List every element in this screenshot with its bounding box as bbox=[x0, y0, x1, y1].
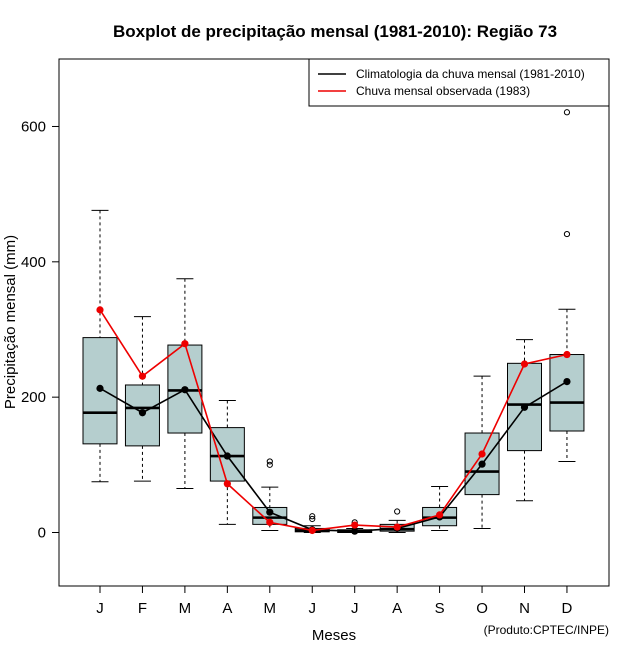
x-tick-label: M bbox=[264, 600, 277, 617]
legend-box bbox=[308, 58, 610, 107]
series-point bbox=[520, 360, 529, 368]
legend-label-climatology: Climatologia da chuva mensal (1981-2010) bbox=[356, 67, 585, 81]
x-tick-label: S bbox=[435, 600, 445, 617]
box-1 bbox=[82, 209, 118, 483]
series-point bbox=[478, 460, 486, 468]
x-tick-label: M bbox=[179, 600, 192, 617]
series-observed bbox=[96, 306, 571, 535]
series-point bbox=[181, 340, 189, 348]
series-point bbox=[563, 350, 571, 359]
box-2 bbox=[124, 316, 160, 482]
outlier-point bbox=[266, 458, 273, 465]
x-tick-label: J bbox=[351, 600, 359, 617]
series-point bbox=[181, 386, 189, 394]
series-point bbox=[351, 521, 359, 529]
outlier-point bbox=[563, 109, 571, 116]
series-point bbox=[223, 452, 231, 460]
x-tick-label: F bbox=[138, 600, 147, 617]
series-point bbox=[138, 409, 147, 417]
box-5 bbox=[252, 458, 288, 531]
series-line bbox=[99, 309, 568, 532]
caption: (Produto:CPTEC/INPE) bbox=[484, 623, 609, 637]
series-point bbox=[266, 508, 274, 516]
x-tick-label: O bbox=[476, 600, 488, 617]
outlier-point bbox=[309, 515, 316, 523]
series-point bbox=[393, 523, 401, 531]
x-tick-label: D bbox=[562, 600, 573, 617]
boxes-layer bbox=[82, 109, 585, 534]
outlier-point bbox=[563, 230, 571, 238]
outlier-point bbox=[266, 461, 273, 468]
y-tick-label: 400 bbox=[21, 254, 46, 271]
x-tick-label: A bbox=[392, 600, 402, 617]
series-point bbox=[96, 306, 104, 314]
y-tick-label: 200 bbox=[21, 389, 46, 406]
legend: Climatologia da chuva mensal (1981-2010)… bbox=[308, 58, 610, 107]
x-axis-label: Meses bbox=[312, 627, 356, 644]
series-point bbox=[308, 526, 316, 535]
series-line bbox=[99, 380, 568, 532]
series-point bbox=[138, 372, 147, 380]
box-iqr bbox=[549, 354, 585, 432]
x-tick-label: N bbox=[519, 600, 530, 617]
x-tick-label: A bbox=[222, 600, 232, 617]
legend-label-observed: Chuva mensal observada (1983) bbox=[356, 84, 530, 98]
outlier-point bbox=[394, 508, 401, 515]
plot-frame bbox=[58, 58, 610, 587]
outlier-point bbox=[309, 513, 316, 520]
x-tick-label: J bbox=[96, 600, 104, 617]
x-tick-label: J bbox=[309, 600, 317, 617]
y-tick-label: 600 bbox=[21, 118, 46, 135]
series-lines-layer bbox=[96, 306, 571, 535]
series-point bbox=[520, 403, 529, 411]
series-point bbox=[563, 377, 571, 386]
box-4 bbox=[209, 400, 245, 525]
series-point bbox=[266, 518, 274, 526]
series-point bbox=[96, 384, 104, 392]
box-9 bbox=[422, 485, 458, 531]
series-point bbox=[436, 511, 444, 519]
y-axis: 0 200 400 600 bbox=[21, 118, 60, 542]
y-tick-label: 0 bbox=[38, 525, 46, 542]
series-point bbox=[478, 450, 486, 458]
chart-title: Boxplot de precipitação mensal (1981-201… bbox=[113, 22, 557, 41]
y-axis-label: Precipitação mensal (mm) bbox=[2, 235, 19, 409]
series-point bbox=[351, 527, 359, 535]
box-12 bbox=[549, 109, 585, 462]
series-point bbox=[223, 480, 231, 488]
